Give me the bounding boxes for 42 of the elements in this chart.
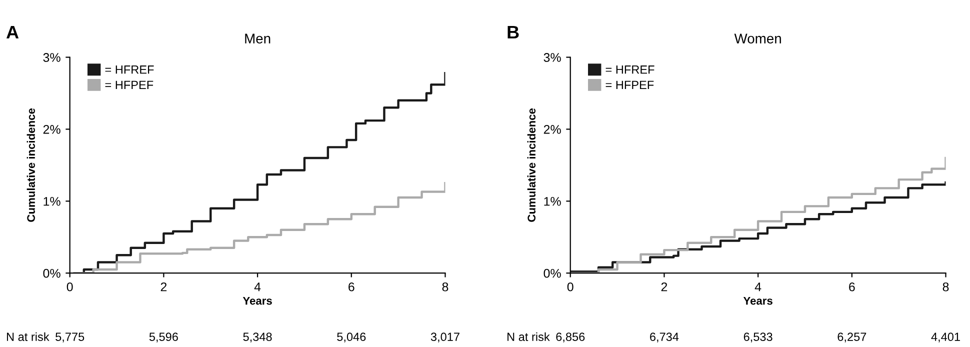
text: 5,046 [337, 332, 366, 342]
x-tick-label: 8 [442, 282, 448, 292]
text: 5,775 [56, 332, 84, 342]
text: 6,856 [556, 332, 585, 342]
x-axis-title: Years [743, 296, 772, 305]
x-tick-label: 8 [942, 282, 949, 292]
text: 6,734 [650, 332, 679, 342]
text: 5,348 [243, 332, 272, 342]
legend-label: = HFPEF [606, 80, 654, 89]
y-tick-label: 3% [43, 53, 60, 62]
text: 3,017 [430, 332, 460, 342]
x-tick-label: 4 [254, 282, 261, 292]
x-tick-label: 2 [661, 282, 668, 292]
y-axis-title: Cumulative incidence [527, 108, 536, 222]
x-tick-label: 6 [348, 282, 354, 292]
text: 6,533 [744, 332, 772, 342]
legend-label: = HFREF [105, 66, 154, 74]
y-tick-label: 3% [544, 53, 561, 62]
text: 4,401 [931, 332, 960, 342]
x-tick-label: 6 [849, 282, 855, 292]
x-axis-title: Years [242, 296, 272, 305]
text: 6,257 [838, 332, 866, 342]
x-tick-label: 4 [754, 282, 762, 292]
x-tick-label: 2 [160, 282, 167, 292]
text: A [6, 26, 19, 38]
text: N at risk [508, 332, 550, 342]
y-tick-label: 0% [544, 268, 561, 278]
chart-title: Men [245, 34, 270, 44]
legend-label: = HFPEF [105, 80, 154, 89]
x-tick-label: 0 [66, 282, 73, 292]
y-axis-title: Cumulative incidence [26, 108, 35, 222]
text: N at risk [6, 332, 50, 342]
y-tick-label: 1% [44, 197, 60, 206]
y-tick-label: 2% [544, 125, 561, 134]
text: 5,596 [149, 332, 178, 342]
y-tick-label: 1% [544, 197, 561, 206]
y-tick-label: 0% [43, 268, 60, 278]
x-tick-label: 0 [567, 282, 574, 292]
y-tick-label: 2% [43, 125, 60, 134]
legend-label: = HFREF [606, 66, 654, 74]
text: B [508, 26, 519, 38]
chart-title: Women [734, 34, 781, 44]
